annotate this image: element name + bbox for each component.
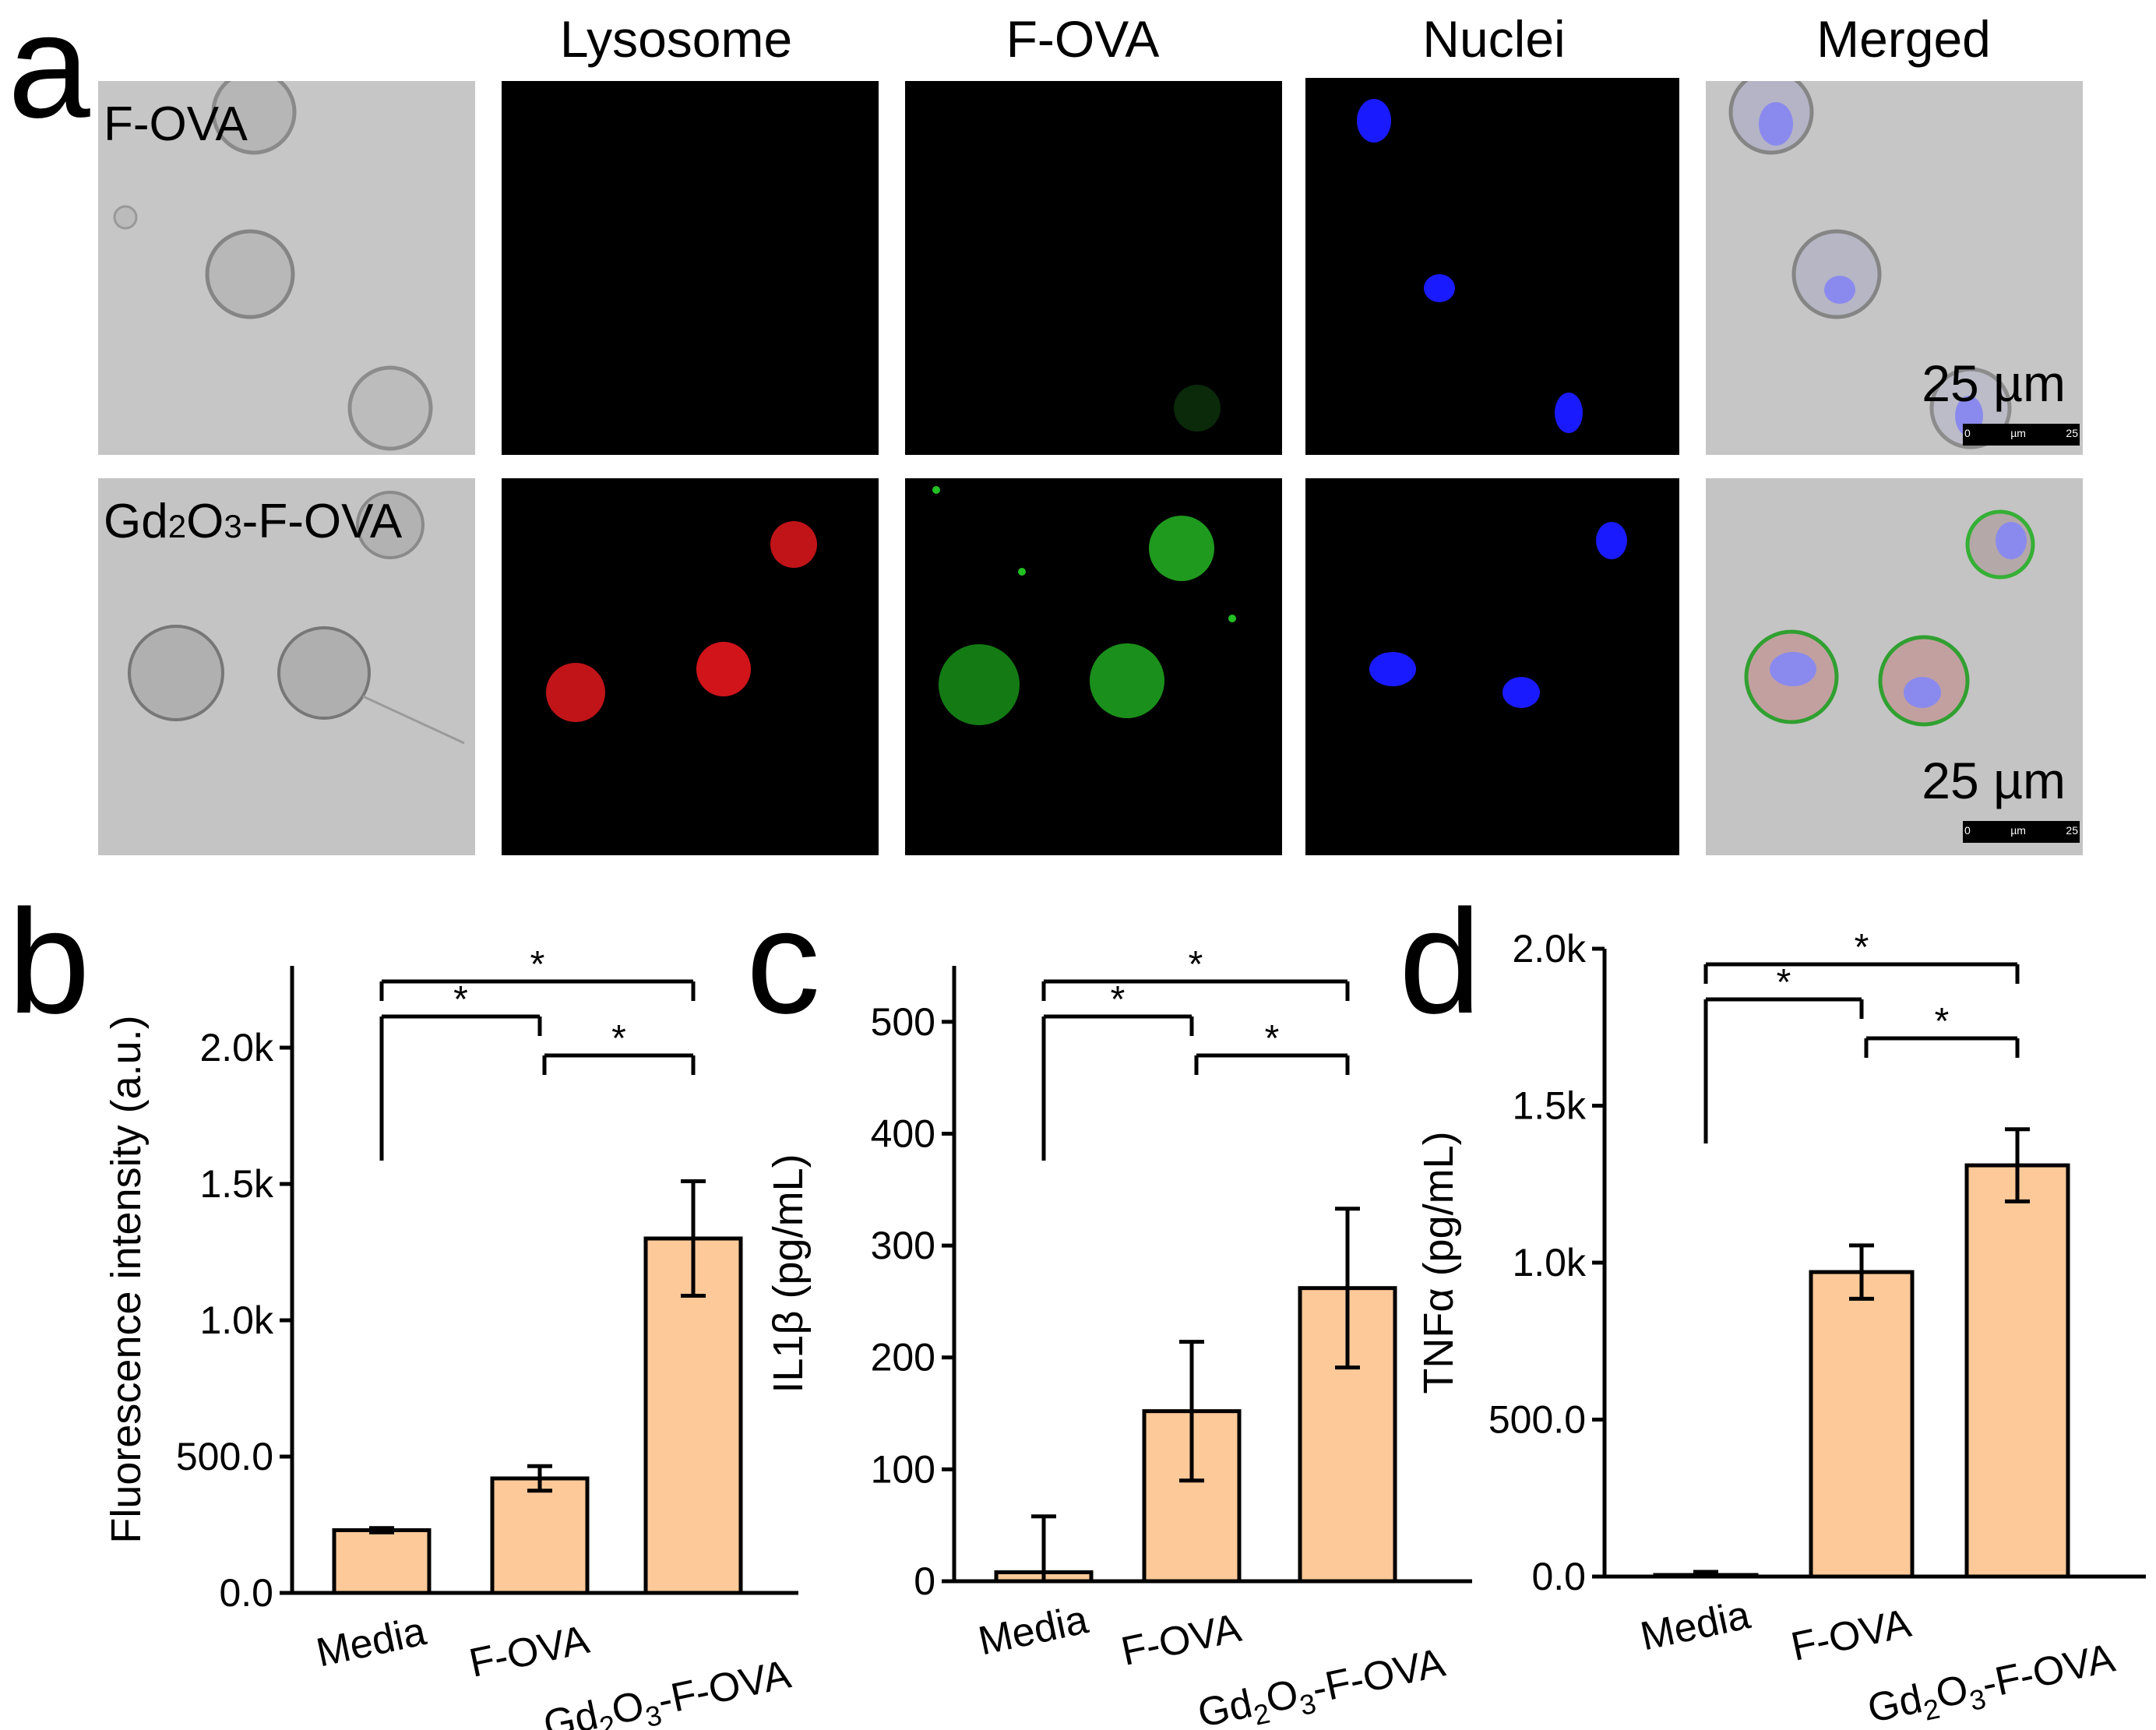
y-axis-label: Fluorescence intensity (a.u.) — [103, 1015, 150, 1543]
micrograph-merged-gd2o3-f-ova: 25 µm 0 µm 25 — [1706, 478, 2083, 855]
significance-label: * — [453, 979, 468, 1020]
bar — [1809, 1270, 1915, 1579]
scale-bar-label: 25 µm — [1922, 752, 2066, 809]
micrograph-fova-gd2o3-f-ova — [905, 478, 1282, 855]
column-header-f-ova: F-OVA — [1006, 10, 1160, 68]
y-tick-label: 200 — [871, 1336, 935, 1379]
brightfield-image — [98, 81, 475, 455]
row-label-gd2o3-f-ova: Gd2O3-F-OVA — [104, 495, 403, 548]
scale-bar-label: 25 µm — [1922, 354, 2066, 412]
y-tick-label: 0.0 — [1531, 1555, 1586, 1598]
y-tick-label: 1.0k — [199, 1298, 274, 1342]
y-tick-label: 0.0 — [219, 1571, 273, 1615]
panel-letter-b: b — [8, 879, 90, 1045]
significance-label: * — [1111, 979, 1126, 1020]
significance-label: * — [1855, 927, 1869, 968]
column-header-lysosome: Lysosome — [559, 10, 793, 68]
micrograph-merged-f-ova: 25 µm 0 µm 25 — [1706, 81, 2083, 455]
scale-bar-ticks: 0 µm 25 — [1964, 427, 2078, 439]
panel-letter-a: a — [8, 0, 90, 149]
significance-label: * — [611, 1018, 626, 1059]
micrograph-nuclei-f-ova — [1305, 78, 1679, 455]
y-tick-label: 400 — [871, 1112, 935, 1155]
x-tick-label: Media — [1636, 1592, 1754, 1659]
significance-label: * — [1777, 962, 1791, 1003]
y-tick-label: 300 — [871, 1224, 935, 1267]
bar — [1964, 1163, 2070, 1579]
micrograph-fova-f-ova — [905, 81, 1282, 455]
y-axis-label: TNFα (pg/mL) — [1415, 1131, 1462, 1394]
panel-letter-c: c — [746, 879, 820, 1045]
column-header-merged: Merged — [1816, 10, 1991, 68]
micrograph-lysosome-gd2o3-f-ova — [502, 478, 879, 855]
y-tick-label: 1.0k — [1512, 1241, 1587, 1284]
micrograph-nuclei-gd2o3-f-ova — [1305, 478, 1679, 855]
chart-d: 0.0 500.0 1.0k 1.5k 2.0k TNFα (pg/mL) Media F-O… — [1415, 927, 2146, 1730]
x-tick-label: Media — [312, 1608, 430, 1675]
micrograph-brightfield-gd2o3-f-ova — [98, 478, 475, 855]
x-tick-label: Media — [974, 1597, 1092, 1664]
significance-label: * — [1935, 1001, 1950, 1042]
y-tick-label: 2.0k — [199, 1026, 274, 1069]
column-header-nuclei: Nuclei — [1422, 10, 1566, 68]
x-tick-label: F-OVA — [466, 1617, 594, 1686]
y-tick-label: 500 — [871, 1000, 935, 1044]
panel-letter-d: d — [1399, 879, 1481, 1045]
x-tick-label: F-OVA — [1788, 1601, 1915, 1670]
row-label-f-ova: F-OVA — [104, 97, 248, 151]
y-tick-label: 1.5k — [199, 1162, 274, 1206]
x-tick-label: F-OVA — [1118, 1605, 1245, 1675]
y-tick-label: 100 — [871, 1447, 935, 1491]
y-axis-label: IL1β (pg/mL) — [765, 1154, 812, 1393]
y-tick-label: 0 — [914, 1559, 935, 1603]
scale-bar-ticks: 0 µm 25 — [1964, 824, 2078, 837]
significance-label: * — [1265, 1018, 1280, 1059]
chart-b: 0.0 500.0 1.0k 1.5k 2.0k Fluorescence intensi… — [103, 944, 798, 1730]
bar — [490, 1476, 590, 1595]
micrograph-lysosome-f-ova — [502, 81, 879, 455]
y-tick-label: 500.0 — [1488, 1398, 1586, 1442]
y-tick-label: 2.0k — [1512, 927, 1587, 971]
y-tick-label: 500.0 — [176, 1435, 273, 1478]
bar — [332, 1528, 432, 1595]
significance-label: * — [1189, 944, 1203, 985]
micrograph-brightfield-f-ova — [98, 81, 475, 455]
y-tick-label: 1.5k — [1512, 1084, 1587, 1128]
significance-label: * — [530, 944, 545, 985]
x-tick-label: Gd2O3-F-OVA — [1864, 1635, 2120, 1730]
